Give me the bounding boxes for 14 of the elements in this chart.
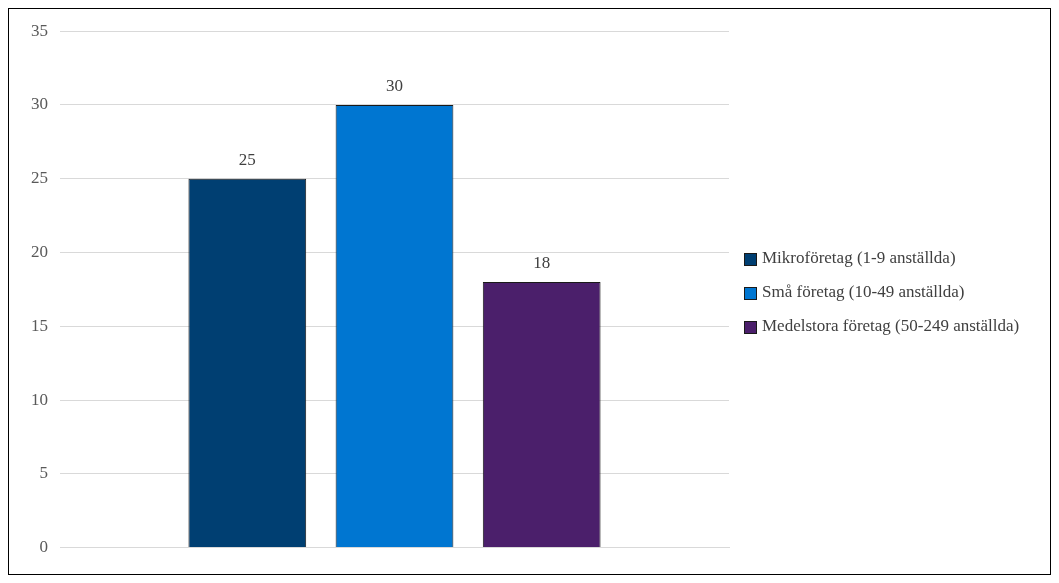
y-tick-label: 0 xyxy=(39,537,48,557)
y-tick-label: 30 xyxy=(31,94,48,114)
data-label: 25 xyxy=(238,149,256,169)
y-tick-label: 35 xyxy=(31,20,48,40)
legend-label: Mikroföretag (1-9 anställda) xyxy=(762,247,956,268)
data-label: 30 xyxy=(386,75,403,95)
y-tick-label: 20 xyxy=(31,241,48,261)
y-tick-label: 15 xyxy=(31,315,48,335)
legend-label: Små företag (10-49 anställda) xyxy=(762,281,965,302)
data-label: 18 xyxy=(533,252,551,272)
y-tick-label: 5 xyxy=(39,463,48,483)
y-tick-label: 10 xyxy=(31,389,48,409)
legend-label: Medelstora företag (50-249 anställda) xyxy=(762,315,1020,336)
y-tick-label: 25 xyxy=(31,168,48,188)
